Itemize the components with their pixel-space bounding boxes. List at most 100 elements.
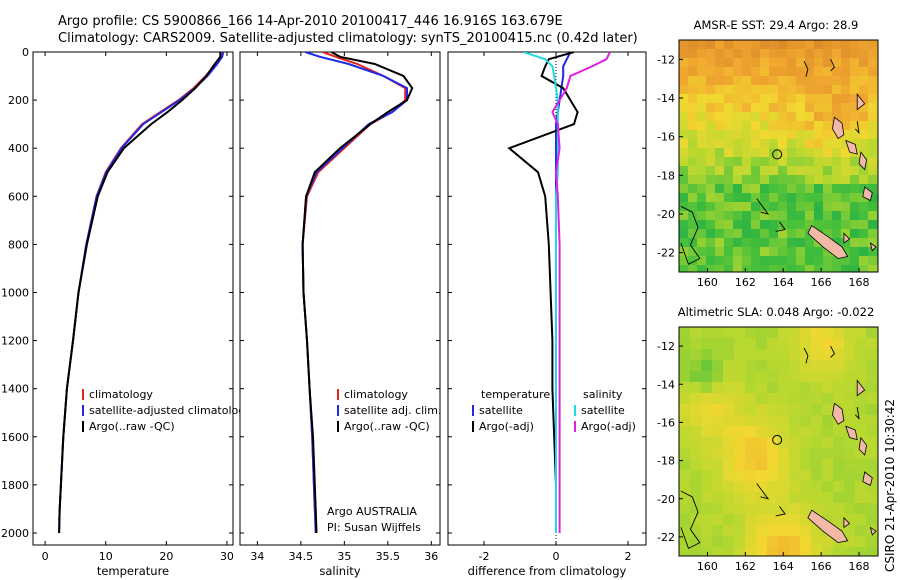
reef-outline [756, 198, 770, 215]
x-tick-label: 34 [250, 550, 264, 563]
timestamp-label: CSIRO 21-Apr-2010 10:30:42 [883, 399, 897, 572]
x-tick-label: 36 [424, 550, 438, 563]
series-line-argo-raw-qc- [58, 52, 222, 534]
island [845, 425, 858, 441]
x-tick-label: 35.5 [376, 550, 401, 563]
y-tick-label: 0 [22, 46, 29, 59]
island [843, 232, 851, 244]
sst-map-title: AMSR-E SST: 29.4 Argo: 28.9 [694, 18, 859, 32]
legend-label: Argo(-adj) [479, 420, 534, 433]
plot-frame [447, 51, 647, 546]
island [843, 516, 851, 529]
x-tick-label: 160 [697, 276, 718, 289]
argo-position-marker [772, 149, 783, 160]
reef-outline [854, 407, 860, 420]
island [869, 526, 877, 536]
map-field [679, 327, 878, 556]
island [856, 92, 866, 111]
y-tick-label: 1400 [1, 383, 29, 396]
sla-map-title: Altimetric SLA: 0.048 Argo: -0.022 [678, 305, 875, 319]
x-tick-label: 166 [811, 276, 832, 289]
y-tick-label: -22 [657, 247, 675, 260]
y-tick-label: -12 [657, 53, 675, 66]
y-tick-label: 600 [8, 190, 29, 203]
x-tick-label: -2 [479, 550, 490, 563]
series-line-argo-raw-qc- [301, 52, 414, 534]
y-tick-label: 1600 [1, 431, 29, 444]
y-tick-label: -14 [657, 378, 675, 391]
legend-label: satellite [581, 404, 625, 417]
legend-label: Argo(..raw -QC) [89, 420, 175, 433]
plot-frame [239, 51, 441, 546]
x-tick-label: 35 [337, 550, 351, 563]
x-tick-label: 10 [99, 550, 113, 563]
island [862, 471, 873, 486]
legend-label: climatology [89, 388, 153, 401]
x-axis-label: salinity [319, 564, 360, 578]
y-tick-label: -12 [657, 340, 675, 353]
y-tick-label: 400 [8, 142, 29, 155]
island [807, 225, 849, 259]
header-line-1: Argo profile: CS 5900866_166 14-Apr-2010… [58, 14, 563, 29]
y-tick-label: 1000 [1, 286, 29, 299]
legend-label: Argo(-adj) [581, 420, 636, 433]
sla-map: 160 162 164 166 168 -12 -14 -16 -18 -20 -22 [657, 326, 879, 573]
x-tick-label: 0 [553, 550, 560, 563]
reef-outline [680, 205, 701, 265]
series-line-salinity-argo-adj- [551, 52, 611, 533]
y-tick-label: 200 [8, 94, 29, 107]
island [807, 509, 849, 544]
x-tick-label: 34.5 [289, 550, 314, 563]
x-tick-label: 0 [42, 550, 49, 563]
annotation-argo: Argo AUSTRALIA [327, 505, 417, 518]
y-tick-label: 800 [8, 238, 29, 251]
island [862, 186, 873, 202]
islands [680, 59, 877, 265]
reef-outline [854, 121, 860, 135]
x-axis-label: temperature [97, 564, 169, 578]
reef-outline [830, 345, 835, 358]
legend-label: satellite adj. clim. [344, 404, 441, 417]
y-tick-label: -20 [657, 493, 675, 506]
x-tick-label: 164 [773, 560, 794, 573]
reef-outline [803, 347, 809, 364]
x-tick-label: 168 [849, 560, 870, 573]
y-tick-label: 1200 [1, 335, 29, 348]
reef-outline [756, 483, 770, 500]
header-line-2: Climatology: CARS2009. Satellite-adjuste… [58, 31, 638, 46]
island [856, 379, 866, 397]
legend-label: satellite [479, 404, 523, 417]
island [869, 242, 877, 252]
x-axis-label: difference from climatology [468, 564, 627, 578]
reef-outline [830, 59, 835, 72]
annotation-pi: PI: Susan Wijffels [327, 521, 421, 534]
island [832, 402, 845, 425]
y-tick-label: -16 [657, 131, 675, 144]
x-tick-label: 162 [735, 560, 756, 573]
x-tick-label: 166 [811, 560, 832, 573]
reef-outline [775, 221, 786, 232]
legend-header: temperature [481, 388, 550, 401]
reef-outline [803, 61, 809, 77]
island [845, 139, 858, 155]
x-tick-label: 20 [159, 550, 173, 563]
islands [680, 345, 877, 550]
y-tick-label: -16 [657, 416, 675, 429]
x-tick-label: 160 [697, 560, 718, 573]
island [832, 116, 845, 140]
x-tick-label: 2 [625, 550, 632, 563]
x-tick-label: 164 [773, 276, 794, 289]
legend-label: satellite-adjusted climatology [89, 404, 252, 417]
x-tick-label: 162 [735, 276, 756, 289]
legend-header: salinity [583, 388, 623, 401]
legend-label: Argo(..raw -QC) [344, 420, 430, 433]
y-tick-label: -22 [657, 531, 675, 544]
y-tick-label: 1800 [1, 479, 29, 492]
y-tick-label: -14 [657, 92, 675, 105]
y-tick-label: -20 [657, 208, 675, 221]
legend-label: climatology [344, 388, 408, 401]
island [858, 436, 868, 456]
y-tick-label: -18 [657, 169, 675, 182]
sst-map: 160 162 164 166 168 -12 -14 -16 -18 -20 -22 [657, 39, 879, 289]
